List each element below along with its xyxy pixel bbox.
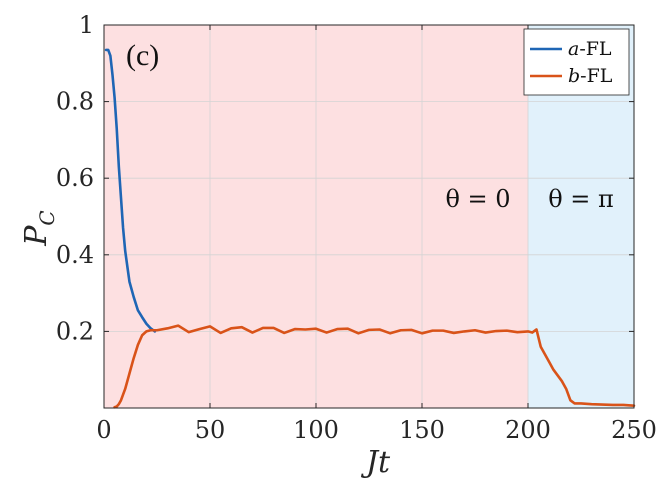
series-line-a-FL [104, 48, 157, 333]
y-tick-label-2: 0.6 [56, 164, 94, 192]
tick-labels: 0 50 100 150 200 250 0.2 0.4 0.6 0.8 1 [56, 11, 657, 444]
x-tick-label-5: 250 [611, 416, 657, 444]
y-tick-label-4: 1 [79, 11, 94, 39]
region-label-0: θ = 0 [445, 185, 510, 213]
y-axis-label: PC [19, 210, 59, 247]
x-tick-label-2: 100 [293, 416, 339, 444]
y-tick-label-3: 0.8 [56, 88, 94, 116]
x-tick-label-4: 200 [505, 416, 551, 444]
x-tick-label-1: 50 [195, 416, 226, 444]
region-labels: θ = 0 θ = π [445, 185, 613, 213]
plot-frame [103, 24, 635, 409]
y-axis-label-main: PC [19, 210, 59, 247]
legend: a-FL b-FL [523, 28, 630, 96]
x-tick-label-3: 150 [399, 416, 445, 444]
series-layer [104, 48, 636, 409]
y-tick-label-0: 0.2 [56, 317, 94, 345]
panel-label: (c) [126, 39, 159, 72]
legend-entry-b-FL: b-FL [568, 65, 613, 87]
legend-box [523, 28, 630, 96]
axes-frame [103, 24, 635, 409]
series-line-b-FL [113, 324, 636, 409]
y-tick-label-1: 0.4 [56, 241, 94, 269]
legend-entry-a-FL: a-FL [568, 38, 612, 60]
region-label-1: θ = π [548, 185, 614, 213]
x-tick-label-0: 0 [96, 416, 111, 444]
x-axis-label: Jt [360, 445, 391, 479]
